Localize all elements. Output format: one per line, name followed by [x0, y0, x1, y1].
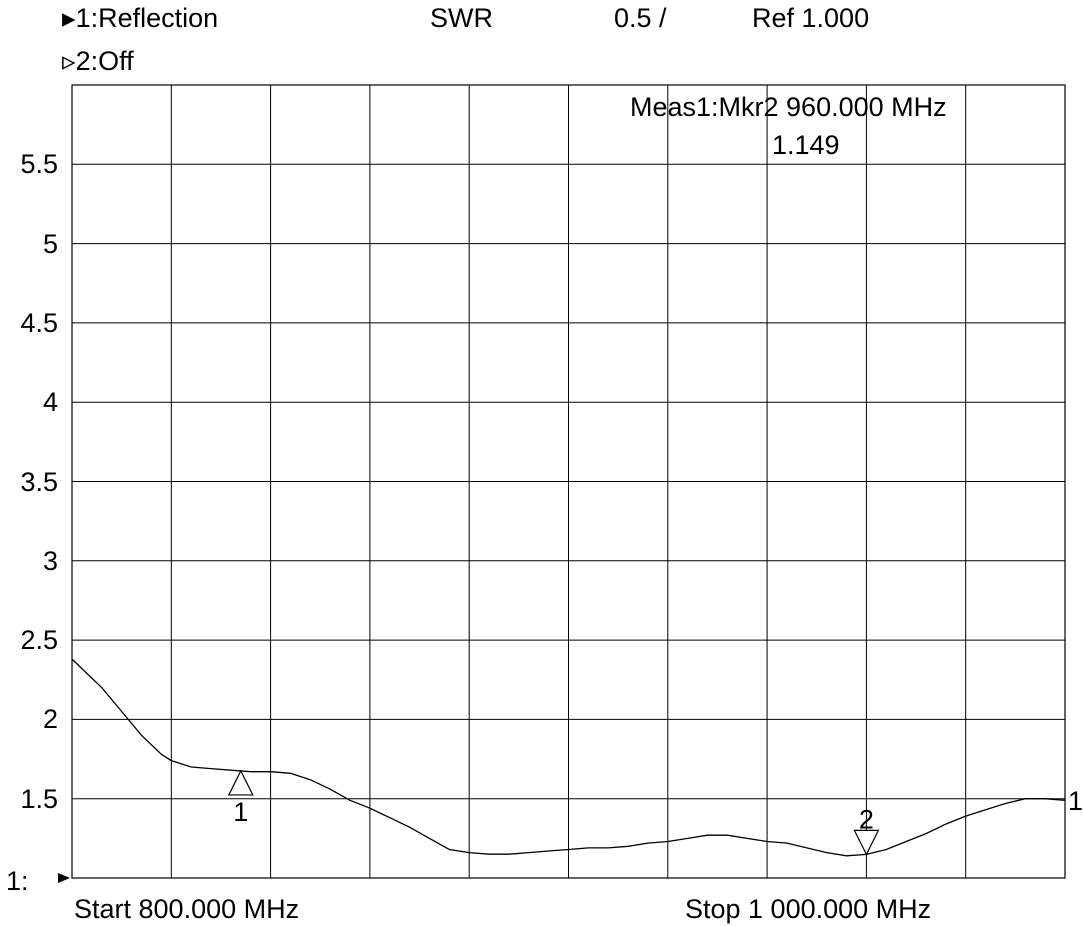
reference-level-label: 1: — [6, 866, 29, 896]
y-tick-label: 3.5 — [20, 466, 58, 497]
start-frequency-label: Start 800.000 MHz — [74, 894, 300, 924]
swr-trace-line — [71, 658, 1066, 857]
trace1-label: 1:Reflection — [75, 3, 219, 33]
marker-label: 2 — [859, 804, 874, 834]
reference-level-indicator: 1: — [6, 866, 29, 896]
trace2-header: ▹2:Off — [62, 46, 134, 76]
inactive-trace-triangle-icon: ▹ — [62, 46, 76, 76]
y-tick-label: 5 — [42, 228, 58, 259]
y-tick-label: 2.5 — [20, 625, 58, 656]
trace2-label: 2:Off — [75, 46, 134, 76]
stop-frequency-label: Stop 1 000.000 MHz — [685, 894, 932, 924]
reference-arrow-icon — [58, 873, 70, 883]
y-tick-label: 4.5 — [20, 307, 58, 338]
y-tick-label: 4 — [42, 387, 58, 418]
marker-label: 1 — [233, 797, 248, 827]
scale-label: 0.5 / — [614, 3, 667, 33]
marker-readout-line1: Meas1:Mkr2 960.000 MHz — [630, 92, 947, 122]
y-tick-label: 3 — [42, 545, 58, 576]
marker-triangle-up-icon — [227, 769, 254, 796]
marker-triangle-down-icon — [853, 829, 880, 856]
active-trace-triangle-icon: ▸ — [62, 3, 76, 33]
trace1-header: ▸1:Reflection — [62, 3, 218, 33]
trace-end-label: 1 — [1068, 786, 1083, 816]
y-tick-label: 5.5 — [20, 149, 58, 180]
y-tick-label: 2 — [42, 704, 58, 735]
reference-label: Ref 1.000 — [752, 3, 870, 33]
format-label: SWR — [430, 3, 493, 33]
marker-readout-value: 1.149 — [772, 130, 840, 160]
y-tick-label: 1.5 — [20, 783, 58, 814]
